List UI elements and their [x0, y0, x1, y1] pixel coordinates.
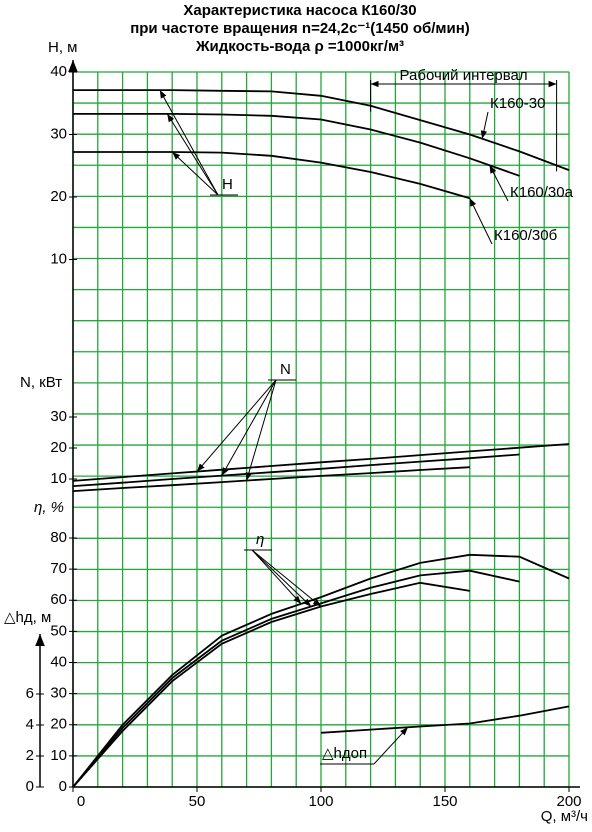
axis-title: Н, м	[48, 39, 77, 56]
series-label: К160-30	[490, 95, 545, 112]
leader	[196, 379, 277, 472]
y-tick-label: 20	[50, 439, 67, 456]
leader	[166, 113, 219, 196]
title-line: Характеристика насоса К160/30	[183, 2, 416, 19]
y-tick-label: 20	[50, 716, 67, 733]
curve	[72, 466, 470, 492]
annotation: N	[280, 361, 291, 378]
series-label: К160/30б	[494, 227, 557, 244]
y-tick-label: 10	[50, 470, 67, 487]
y-tick-label: 10	[50, 747, 67, 764]
leader	[469, 198, 493, 245]
x-tick-label: 100	[308, 793, 333, 810]
y-tick-label: 10	[50, 250, 67, 267]
y-tick-label: 50	[50, 622, 67, 639]
y-tick-label: 40	[50, 63, 67, 80]
y-tick-label: 70	[50, 560, 67, 577]
leader	[159, 89, 219, 196]
leader	[251, 549, 322, 607]
grid	[72, 71, 570, 788]
curve	[72, 581, 470, 788]
leader	[489, 165, 509, 202]
title-line: при частоте вращения n=24,2с⁻¹(1450 об/м…	[130, 20, 470, 37]
curve	[72, 553, 570, 788]
x-tick-label: 200	[556, 793, 581, 810]
leader	[251, 549, 312, 607]
y-tick-label: 4	[26, 716, 34, 733]
leader	[251, 549, 302, 605]
axis-title: Q, м³/ч	[541, 808, 588, 825]
leader	[171, 151, 219, 196]
curve	[73, 113, 520, 177]
y-tick-label: 0	[26, 778, 34, 795]
leader	[480, 111, 489, 139]
leader	[373, 726, 409, 765]
curve	[72, 443, 570, 482]
y-tick-label: 6	[26, 685, 34, 702]
axis-title: △hд, м	[4, 609, 51, 626]
x-tick-label: 150	[432, 793, 457, 810]
leader	[221, 379, 277, 476]
curve	[72, 453, 520, 487]
y-tick-label: 20	[50, 188, 67, 205]
y-tick-label: 2	[26, 747, 34, 764]
title-line: Жидкость-вода ρ =1000кг/м³	[195, 38, 404, 55]
y-tick-label: 80	[50, 529, 67, 546]
interval-label: Рабочий интервал	[400, 67, 528, 84]
axis-title: N, кВт	[20, 374, 62, 391]
y-tick-label: 30	[50, 125, 67, 142]
leader	[245, 379, 277, 481]
annotation: η	[256, 531, 264, 548]
annotation: H	[222, 176, 233, 193]
series-label: К160/30а	[510, 184, 574, 201]
axis-title: η, %	[34, 499, 64, 516]
y-tick-label: 0	[59, 778, 67, 795]
y-tick-label: 30	[50, 408, 67, 425]
y-tick-label: 30	[50, 685, 67, 702]
x-tick-label: 50	[189, 793, 206, 810]
curve	[73, 89, 570, 171]
y-tick-label: 60	[50, 591, 67, 608]
curve	[73, 151, 471, 200]
series-label: △hдоп	[322, 745, 367, 762]
y-tick-label: 40	[50, 653, 67, 670]
x-tick-label: 0	[77, 793, 85, 810]
curve	[320, 705, 570, 734]
curve	[72, 569, 520, 788]
